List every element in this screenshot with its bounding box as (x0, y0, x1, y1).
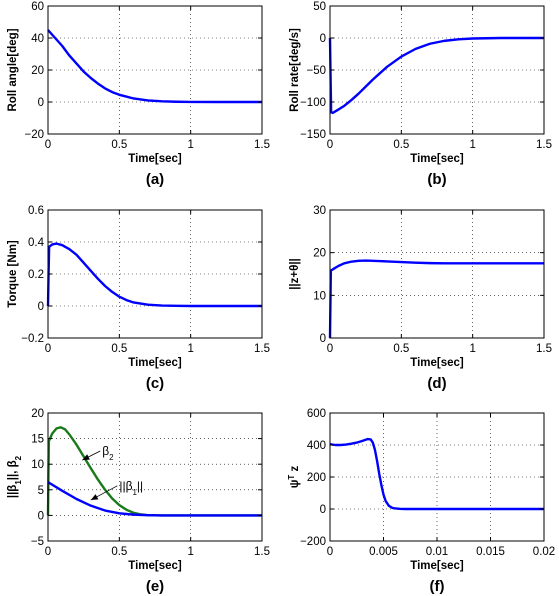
x-axis-label: Time[sec] (128, 560, 182, 572)
subfigure-caption: (c) (146, 375, 164, 392)
x-tick-label: 1 (187, 139, 193, 151)
chart-b: 0 0.5 1 1.5 −150 −100 −50 0 50 Time[sec] Roll rate… (289, 1, 552, 188)
y-tick-label: 50 (313, 1, 326, 13)
y-tick-label: 0.2 (28, 269, 44, 281)
y-axis-label: Torque [Nm] (7, 240, 19, 308)
y-tick-label: 200 (307, 472, 326, 484)
y-tick-label: −0.2 (21, 333, 44, 345)
y-tick-label: 60 (31, 1, 44, 13)
subfigure-caption: (e) (146, 578, 164, 595)
y-tick-label: 0 (38, 301, 44, 313)
y-tick-label: 5 (38, 485, 44, 497)
annotation-arrowhead (90, 494, 99, 501)
y-tick-label: 20 (313, 248, 326, 260)
x-tick-label: 0.5 (393, 139, 409, 151)
y-tick-label: 40 (31, 33, 44, 45)
y-tick-label: 0 (320, 504, 326, 516)
y-tick-label: 400 (307, 440, 326, 452)
x-tick-label: 0.5 (393, 343, 409, 355)
y-tick-label: −100 (300, 97, 326, 109)
x-tick-label: 0.02 (533, 546, 555, 558)
y-tick-label: 20 (31, 65, 44, 77)
chart-d: 0 0.5 1 1.5 0 10 20 30 Time[sec] ||z+θ|| (d) (289, 205, 552, 392)
x-tick-label: 0.5 (111, 546, 127, 558)
x-tick-label: 0 (327, 546, 333, 558)
y-tick-label: 30 (313, 205, 326, 217)
subfigure-caption: (b) (427, 171, 446, 188)
x-axis-label: Time[sec] (128, 153, 182, 165)
annotation-arrowhead (82, 454, 90, 461)
subfigure-caption: (f) (430, 578, 445, 595)
x-tick-label: 1.5 (254, 139, 270, 151)
series-line (46, 426, 262, 517)
subfigure-caption: (a) (146, 171, 164, 188)
x-tick-label: 1.5 (254, 546, 270, 558)
x-tick-label: 1.5 (254, 343, 270, 355)
x-tick-label: 0 (327, 139, 333, 151)
y-tick-label: −20 (24, 129, 44, 141)
y-tick-label: 10 (313, 290, 326, 302)
x-tick-label: 1 (469, 343, 475, 355)
x-tick-label: 0 (45, 546, 51, 558)
y-axis-label: Roll angle[deg] (7, 28, 19, 111)
x-tick-label: 1 (187, 546, 193, 558)
y-tick-label: −5 (31, 536, 44, 548)
y-axis-label: ||β1||, β2 (7, 455, 23, 498)
x-axis-label: Time[sec] (410, 357, 464, 369)
y-tick-label: 0 (38, 510, 44, 522)
y-tick-label: 20 (31, 408, 44, 420)
x-tick-label: 0 (45, 139, 51, 151)
y-tick-label: 0 (320, 333, 326, 345)
x-tick-label: 1 (469, 139, 475, 151)
series-line (47, 29, 262, 104)
plot-frame (329, 209, 545, 339)
x-axis-label: Time[sec] (410, 560, 464, 572)
y-tick-label: −50 (306, 65, 326, 77)
x-tick-label: 1 (187, 343, 193, 355)
x-tick-label: 0.5 (111, 139, 127, 151)
series-line (46, 242, 262, 308)
y-tick-label: 10 (31, 459, 44, 471)
y-tick-label: 0 (38, 97, 44, 109)
y-axis-label: ||z+θ|| (289, 258, 301, 290)
x-tick-label: 0.015 (476, 546, 505, 558)
y-axis-label: Roll rate[deg/s] (289, 28, 301, 112)
x-axis-label: Time[sec] (410, 153, 464, 165)
y-tick-label: 15 (31, 434, 44, 446)
y-tick-label: 0.6 (28, 205, 44, 217)
y-tick-label: 0.4 (28, 237, 45, 249)
plot-frame (47, 412, 263, 542)
series-line (328, 36, 544, 115)
subfigure-caption: (d) (427, 375, 446, 392)
series-line (329, 437, 544, 511)
y-tick-label: −150 (300, 129, 326, 141)
y-tick-label: 600 (307, 408, 326, 420)
x-tick-label: 1.5 (536, 343, 552, 355)
series-line (47, 481, 262, 517)
series-line (328, 259, 544, 339)
chart-f: 0 0.005 0.01 0.015 0.02−2000200400600Time[se… (287, 408, 556, 595)
x-tick-label: 1.5 (536, 139, 552, 151)
annotation-label: ||β1|| (119, 479, 143, 497)
y-tick-label: −200 (300, 536, 326, 548)
y-tick-label: 0 (320, 33, 326, 45)
y-axis-label: ψT z (287, 466, 302, 489)
annotation-label: β2 (102, 444, 114, 462)
x-tick-label: 0.01 (426, 546, 448, 558)
x-tick-label: 0.5 (111, 343, 127, 355)
x-tick-label: 0 (327, 343, 333, 355)
x-tick-label: 0.005 (369, 546, 398, 558)
x-axis-label: Time[sec] (128, 357, 182, 369)
x-tick-label: 0 (45, 343, 51, 355)
